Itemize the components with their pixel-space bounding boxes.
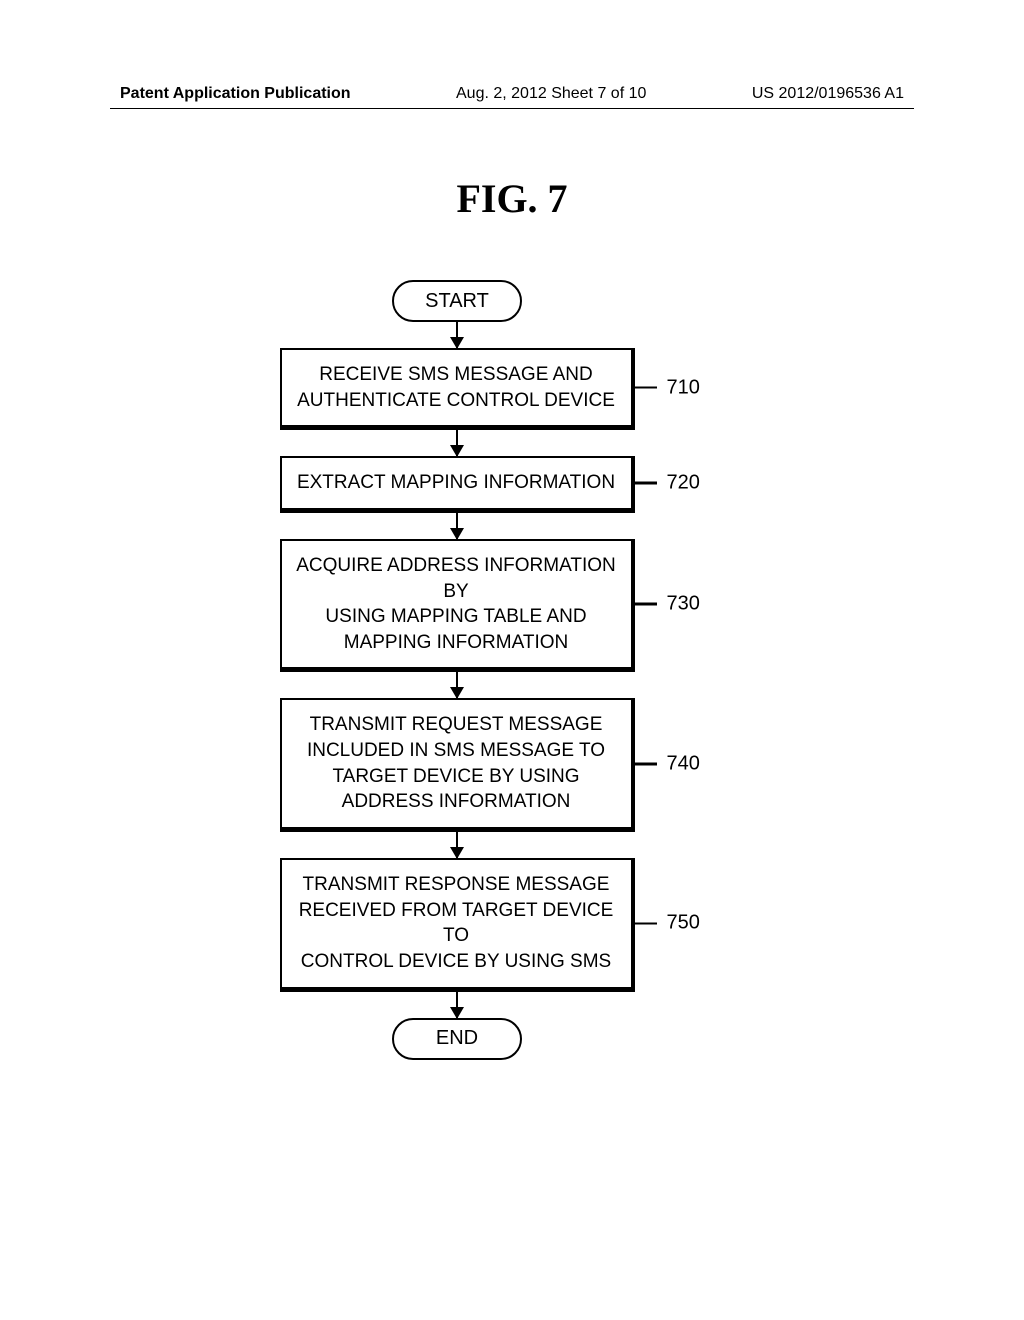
step-ref-740: 740 [631, 750, 700, 777]
process-text: RECEIVE SMS MESSAGE ANDAUTHENTICATE CONT… [297, 362, 615, 413]
figure-title: FIG. 7 [0, 175, 1024, 222]
header-right: US 2012/0196536 A1 [752, 85, 904, 103]
leader-line [631, 763, 657, 766]
step-ref-730: 730 [631, 591, 700, 618]
process-step-710: RECEIVE SMS MESSAGE ANDAUTHENTICATE CONT… [280, 348, 635, 430]
process-step-750: TRANSMIT RESPONSE MESSAGERECEIVED FROM T… [280, 858, 635, 992]
leader-line [631, 386, 657, 389]
header-left: Patent Application Publication [120, 85, 351, 103]
step-ref-text: 740 [667, 750, 700, 777]
terminator-end-label: END [436, 1027, 478, 1050]
page-header: Patent Application Publication Aug. 2, 2… [0, 85, 1024, 103]
header-center: Aug. 2, 2012 Sheet 7 of 10 [456, 85, 646, 103]
step-ref-text: 750 [667, 910, 700, 937]
terminator-start: START [392, 280, 522, 322]
process-text: ACQUIRE ADDRESS INFORMATION BYUSING MAPP… [292, 553, 621, 656]
header-rule [110, 108, 914, 109]
process-text: TRANSMIT REQUEST MESSAGEINCLUDED IN SMS … [307, 712, 605, 815]
step-ref-text: 730 [667, 591, 700, 618]
process-text: EXTRACT MAPPING INFORMATION [297, 470, 615, 496]
terminator-end: END [392, 1018, 522, 1060]
leader-line [631, 922, 657, 925]
leader-line [631, 603, 657, 606]
process-text: TRANSMIT RESPONSE MESSAGERECEIVED FROM T… [292, 872, 621, 975]
step-ref-text: 710 [667, 374, 700, 401]
process-step-720: EXTRACT MAPPING INFORMATION 720 [280, 456, 635, 513]
terminator-start-label: START [425, 290, 489, 313]
process-step-730: ACQUIRE ADDRESS INFORMATION BYUSING MAPP… [280, 539, 635, 673]
step-ref-text: 720 [667, 470, 700, 497]
leader-line [631, 482, 657, 485]
step-ref-750: 750 [631, 910, 700, 937]
step-ref-710: 710 [631, 374, 700, 401]
step-ref-720: 720 [631, 470, 700, 497]
process-step-740: TRANSMIT REQUEST MESSAGEINCLUDED IN SMS … [280, 698, 635, 832]
flowchart: START RECEIVE SMS MESSAGE ANDAUTHENTICAT… [0, 280, 1024, 1060]
